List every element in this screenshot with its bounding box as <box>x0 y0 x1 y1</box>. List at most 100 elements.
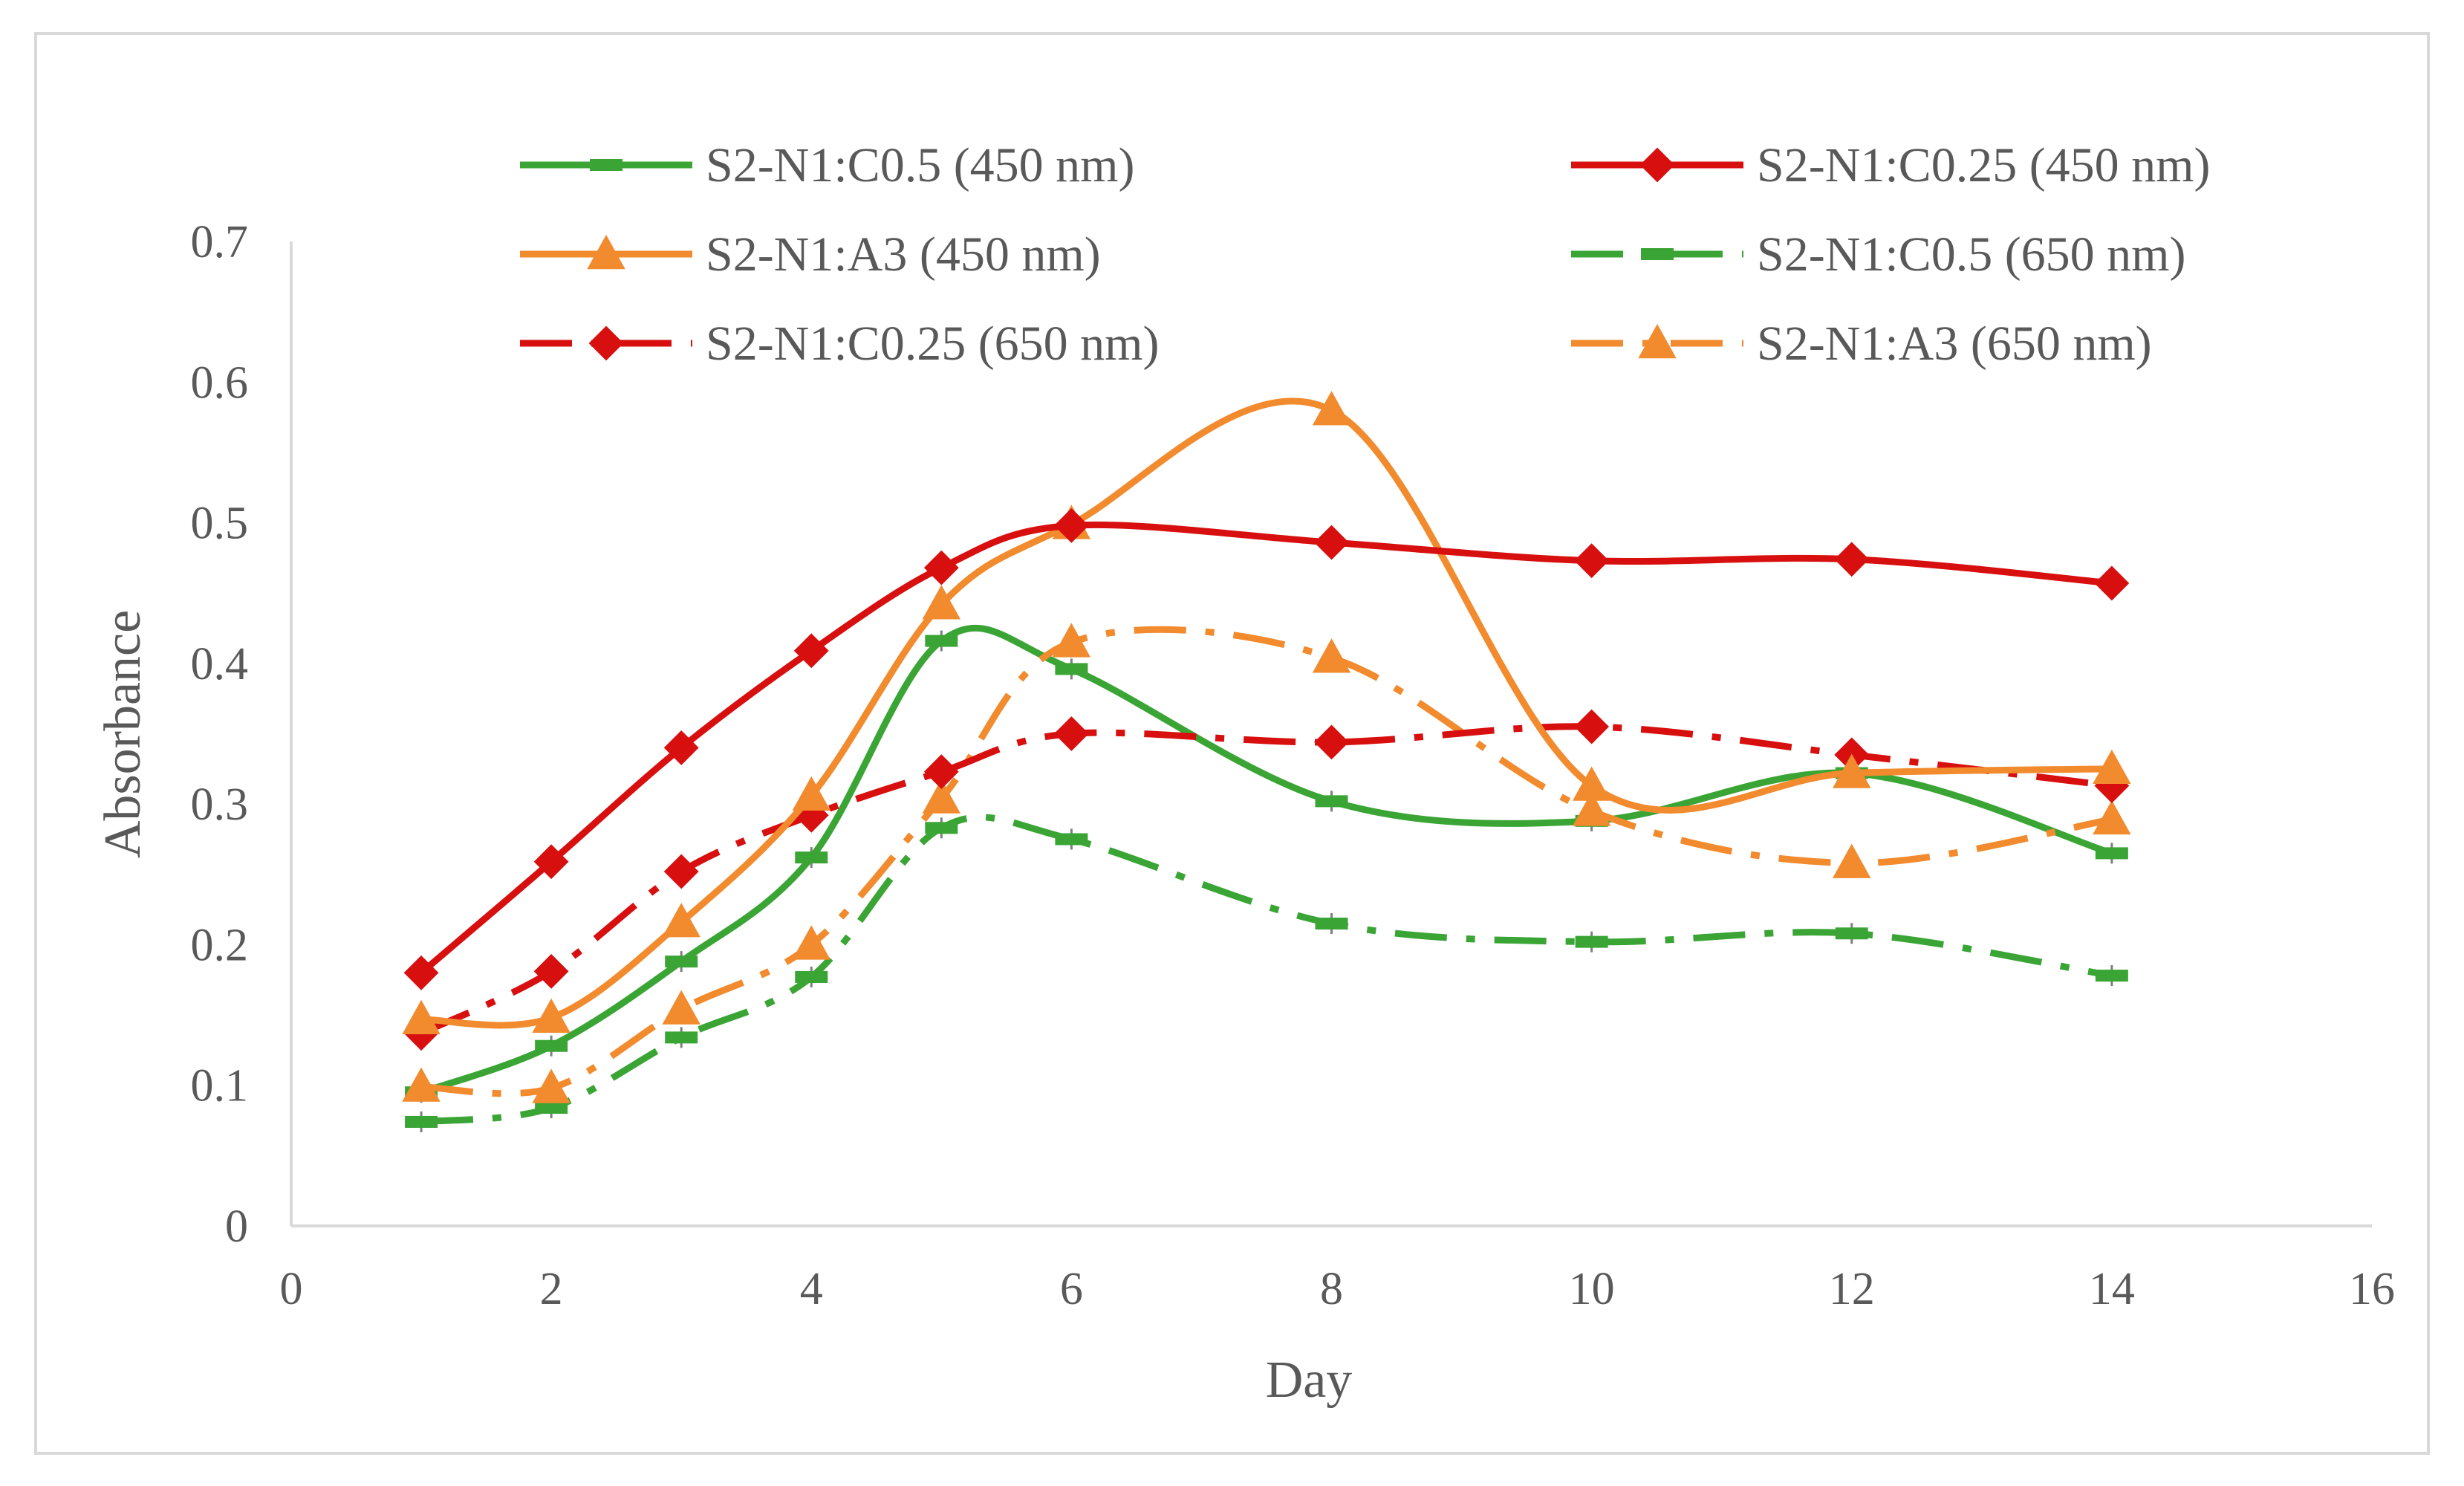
legend-label: S2-N1:A3 (650 nm) <box>1757 317 2152 371</box>
x-tick-label: 0 <box>280 1264 303 1314</box>
data-point <box>403 955 439 990</box>
series-line <box>420 814 2113 1126</box>
data-point <box>1312 638 1351 673</box>
data-point <box>922 779 961 814</box>
legend-label: S2-N1:C0.25 (650 nm) <box>706 317 1160 371</box>
y-tick-label: 0.2 <box>191 920 249 970</box>
data-point <box>1055 663 1088 675</box>
legend-item: S2-N1:A3 (650 nm) <box>1571 317 2152 371</box>
data-point <box>1315 918 1348 930</box>
data-point <box>1833 843 1871 878</box>
data-point <box>405 1115 438 1128</box>
x-tick-label: 14 <box>2089 1264 2135 1314</box>
legend-item: S2-N1:A3 (450 nm) <box>520 227 1101 282</box>
data-point <box>1053 716 1089 751</box>
data-point <box>923 550 959 585</box>
legend-item: S2-N1:C0.25 (650 nm) <box>520 317 1160 371</box>
data-point <box>1575 935 1608 948</box>
data-point <box>1572 766 1611 801</box>
legend: S2-N1:C0.5 (450 nm) S2-N1:C0.25 (450 nm) S… <box>520 138 2211 371</box>
data-point <box>2095 970 2128 982</box>
data-point <box>665 955 698 968</box>
data-point <box>402 999 441 1034</box>
legend-marker <box>588 325 624 361</box>
data-point <box>1574 709 1610 744</box>
legend-marker <box>1641 248 1674 260</box>
legend-label: S2-N1:C0.25 (450 nm) <box>1757 138 2211 192</box>
chart-border <box>34 32 2430 1455</box>
x-tick-label: 8 <box>1320 1264 1343 1314</box>
data-point <box>532 1068 571 1103</box>
x-tick-label: 12 <box>1829 1264 1875 1314</box>
data-point <box>1055 833 1088 846</box>
series-6 <box>402 623 2131 1103</box>
data-point <box>1833 753 1871 788</box>
legend-marker <box>587 234 625 270</box>
x-tick-label: 4 <box>800 1264 823 1314</box>
data-point <box>795 851 828 864</box>
data-point <box>792 776 830 811</box>
data-point <box>535 1102 568 1114</box>
legend-item: S2-N1:C0.5 (650 nm) <box>1571 227 2186 282</box>
legend-label: S2-N1:C0.5 (450 nm) <box>706 138 1135 192</box>
series-3 <box>402 391 2131 1034</box>
data-point <box>793 633 829 669</box>
series-4 <box>405 814 2128 1132</box>
data-point <box>925 635 958 647</box>
data-point <box>2093 749 2131 785</box>
legend-item: S2-N1:C0.5 (450 nm) <box>520 138 1135 192</box>
data-point <box>1314 724 1349 760</box>
data-point <box>532 998 571 1034</box>
data-point <box>1053 507 1089 543</box>
legend-marker <box>1639 147 1675 183</box>
data-point <box>2093 799 2131 835</box>
x-tick-label: 16 <box>2349 1264 2395 1314</box>
data-point <box>925 822 958 834</box>
data-point <box>1314 525 1349 560</box>
x-tick-label: 2 <box>540 1264 563 1314</box>
legend-label: S2-N1:C0.5 (650 nm) <box>1757 227 2186 282</box>
legend-label: S2-N1:A3 (450 nm) <box>706 227 1101 282</box>
y-tick-label: 0 <box>225 1201 248 1252</box>
data-point <box>535 1039 568 1052</box>
data-point <box>1835 927 1868 940</box>
data-point <box>1312 391 1351 426</box>
data-point <box>665 1031 698 1044</box>
data-point <box>662 990 700 1025</box>
y-axis-title: Absorbance <box>94 610 152 858</box>
data-point <box>1315 795 1348 808</box>
data-point <box>792 925 830 960</box>
y-tick-label: 0.7 <box>191 217 249 267</box>
data-point <box>533 953 569 989</box>
x-tick-label: 6 <box>1060 1264 1083 1314</box>
legend-marker <box>590 159 622 171</box>
data-point <box>922 585 961 620</box>
x-tick-label: 10 <box>1569 1264 1615 1314</box>
data-point <box>402 1067 441 1102</box>
data-point <box>2095 847 2128 860</box>
data-point <box>795 970 828 983</box>
y-tick-label: 0.6 <box>191 357 249 408</box>
series-2 <box>403 507 2130 990</box>
data-point <box>1834 542 1870 577</box>
legend-item: S2-N1:C0.25 (450 nm) <box>1571 138 2211 192</box>
data-point <box>1574 543 1610 579</box>
data-point <box>663 730 699 765</box>
data-point <box>923 754 959 790</box>
legend-marker <box>1638 323 1677 359</box>
data-point <box>1052 623 1091 658</box>
data-point <box>2094 565 2130 601</box>
y-tick-label: 0.1 <box>191 1061 249 1112</box>
axes: 0 2 4 6 8 10 12 14 16 0 0.1 0.2 0.3 0.4 0.5 0.6 0.7 <box>191 217 2396 1314</box>
y-tick-label: 0.5 <box>191 499 249 549</box>
data-point <box>662 903 700 938</box>
x-axis-title: Day <box>1266 1352 1353 1409</box>
data-point <box>663 854 699 889</box>
series-layer <box>402 391 2131 1132</box>
data-point <box>1572 791 1611 826</box>
y-tick-label: 0.4 <box>191 639 249 690</box>
y-tick-label: 0.3 <box>191 779 249 830</box>
data-point <box>533 844 569 880</box>
